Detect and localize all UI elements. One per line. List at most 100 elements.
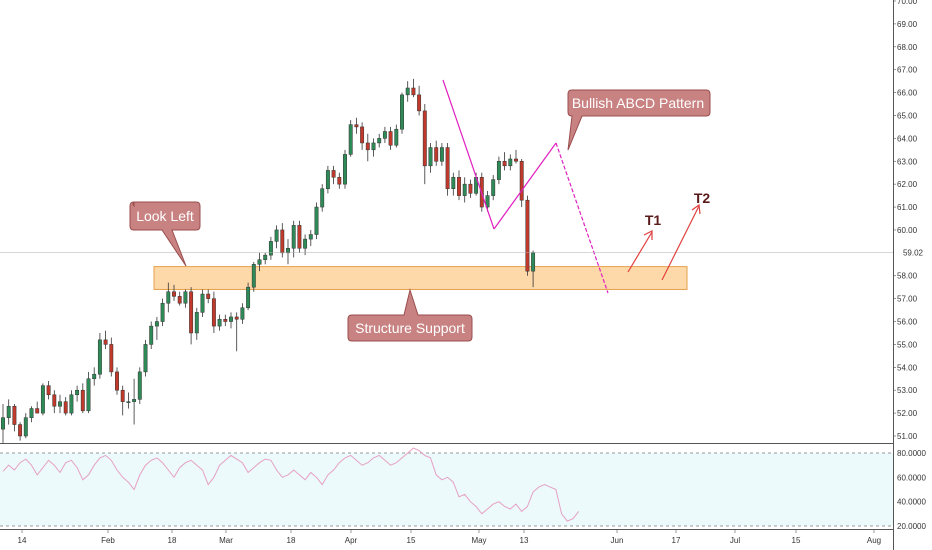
- support-zone-layer: [153, 266, 688, 290]
- candle-body: [217, 318, 222, 327]
- candle-body: [428, 147, 433, 167]
- candle-body: [52, 394, 57, 407]
- candle-body: [18, 424, 23, 437]
- candle-body: [149, 325, 154, 345]
- price-tick-label: 52.00: [897, 409, 918, 418]
- candle-body: [1, 417, 5, 430]
- candle-body: [514, 158, 518, 162]
- time-tick-label: 15: [407, 536, 416, 545]
- last-price-marker: 59.02: [0, 246, 932, 259]
- candle-body: [297, 225, 302, 249]
- candle-body: [491, 179, 496, 196]
- look-left-label: Look Left: [136, 208, 194, 224]
- candle-body: [325, 170, 330, 189]
- candle-body: [132, 399, 137, 402]
- candle-body: [86, 378, 91, 412]
- price-tick-label: 60.00: [897, 226, 918, 235]
- rsi-tick-label: 40.0000: [897, 498, 926, 507]
- time-tick-label: 18: [287, 536, 296, 545]
- abcd-leg: [555, 142, 609, 294]
- candle-body: [234, 316, 239, 320]
- price-tick-label: 56.00: [897, 318, 918, 327]
- candles-layer: [1, 78, 536, 443]
- candle-body: [97, 339, 102, 375]
- t2-arrow-line: [661, 205, 700, 281]
- candle-body: [502, 161, 507, 167]
- candle-body: [189, 291, 194, 334]
- candle-body: [314, 206, 319, 235]
- candle-body: [211, 298, 216, 327]
- candle-body: [223, 318, 228, 322]
- t1-arrow-line: [627, 231, 653, 273]
- candle-body: [496, 161, 501, 180]
- price-axis[interactable]: 70.00 69.00 68.00 67.00 66.00 65.00 64.00 63.00…: [893, 0, 918, 441]
- candle-body: [63, 401, 68, 414]
- candle-body: [451, 177, 456, 189]
- candle-body: [531, 252, 536, 272]
- candle-body: [200, 293, 205, 313]
- abcd-leg: [442, 79, 495, 230]
- bullish-abcd-label: Bullish ABCD Pattern: [572, 95, 704, 111]
- price-tick-label: 64.00: [897, 134, 918, 143]
- candle-body: [485, 195, 490, 208]
- time-tick-label: 13: [520, 536, 529, 545]
- bullish-abcd-bubble: [567, 89, 711, 151]
- t1-arrow-head: [643, 230, 653, 240]
- price-tick-label: 57.00: [897, 295, 918, 304]
- price-tick-label: 53.00: [897, 386, 918, 395]
- candle-body: [143, 344, 148, 373]
- target-t1: T1: [627, 212, 661, 273]
- candle-body: [160, 302, 165, 322]
- candle-body: [320, 188, 325, 208]
- candle-body: [183, 291, 188, 304]
- candle-body: [343, 154, 347, 185]
- price-tick-label: 67.00: [897, 66, 918, 75]
- candle-body: [240, 307, 245, 320]
- candle-body: [268, 241, 273, 256]
- candle-body: [40, 385, 45, 414]
- candle-body: [365, 142, 370, 151]
- candle-body: [75, 389, 80, 396]
- rsi-line: [2, 447, 580, 522]
- candle-body: [80, 389, 85, 412]
- candle-body: [371, 142, 376, 151]
- time-tick-label: May: [471, 536, 486, 545]
- time-tick-label: 18: [168, 536, 177, 545]
- time-tick-label: 15: [792, 536, 801, 545]
- candle-body: [46, 385, 51, 396]
- time-tick-label: Jun: [611, 536, 624, 545]
- candle-body: [137, 371, 142, 400]
- candle-body: [331, 170, 336, 178]
- candle-body: [263, 254, 268, 260]
- time-tick-label: 17: [672, 536, 681, 545]
- candle-body: [29, 408, 34, 418]
- candle-body: [206, 293, 211, 299]
- candle-body: [291, 225, 296, 249]
- time-axis[interactable]: 14 Feb 18 Mar 18 Apr 15 May 13 Jun 17 Jul 15 Aug: [18, 530, 882, 545]
- candle-body: [388, 131, 393, 146]
- candle-body: [172, 291, 176, 297]
- abcd-pattern-layer: [442, 79, 609, 294]
- structure-support-bubble: [347, 288, 473, 342]
- rsi-axis[interactable]: 80.0000 60.0000 40.0000 20.0000: [897, 449, 926, 531]
- price-tick-label: 61.00: [897, 203, 918, 212]
- candle-body: [154, 321, 159, 327]
- candle-body: [468, 183, 473, 194]
- candle-body: [400, 94, 404, 130]
- price-tick-label: 66.00: [897, 89, 918, 98]
- candle-body: [348, 124, 353, 155]
- structure-support-callout: Structure Support: [347, 288, 473, 342]
- candle-body: [337, 177, 342, 185]
- price-tick-label: 68.00: [897, 43, 918, 52]
- target-t2: T2: [661, 190, 710, 281]
- candle-body: [246, 286, 251, 309]
- price-tick-label: 65.00: [897, 111, 918, 120]
- candle-body: [519, 161, 524, 201]
- candle-body: [422, 110, 427, 167]
- candle-body: [434, 147, 439, 162]
- candle-body: [417, 94, 422, 112]
- candle-body: [280, 229, 285, 254]
- candle-body: [194, 312, 199, 334]
- candle-body: [58, 401, 62, 407]
- rsi-tick-label: 80.0000: [897, 449, 926, 458]
